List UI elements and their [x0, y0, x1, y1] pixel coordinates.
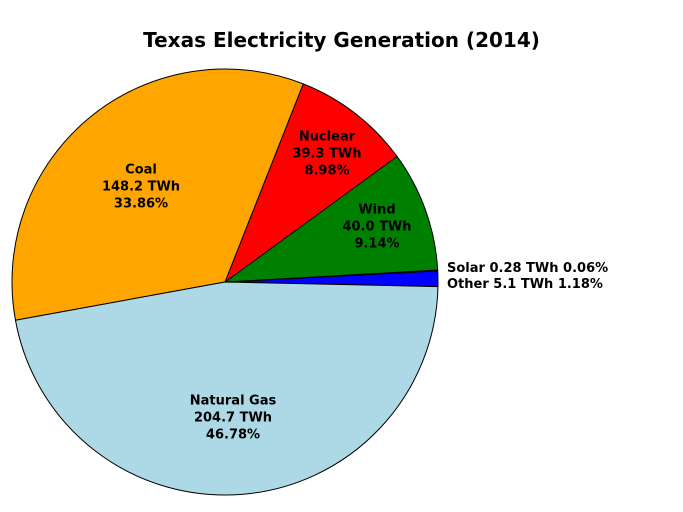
- pie-slice-coal: [11, 68, 304, 321]
- pie-slice-wind: [224, 155, 439, 283]
- pie-slice-natural-gas: [14, 281, 439, 496]
- pie-slice-nuclear: [224, 83, 398, 283]
- chart-title: Texas Electricity Generation (2014): [143, 28, 540, 52]
